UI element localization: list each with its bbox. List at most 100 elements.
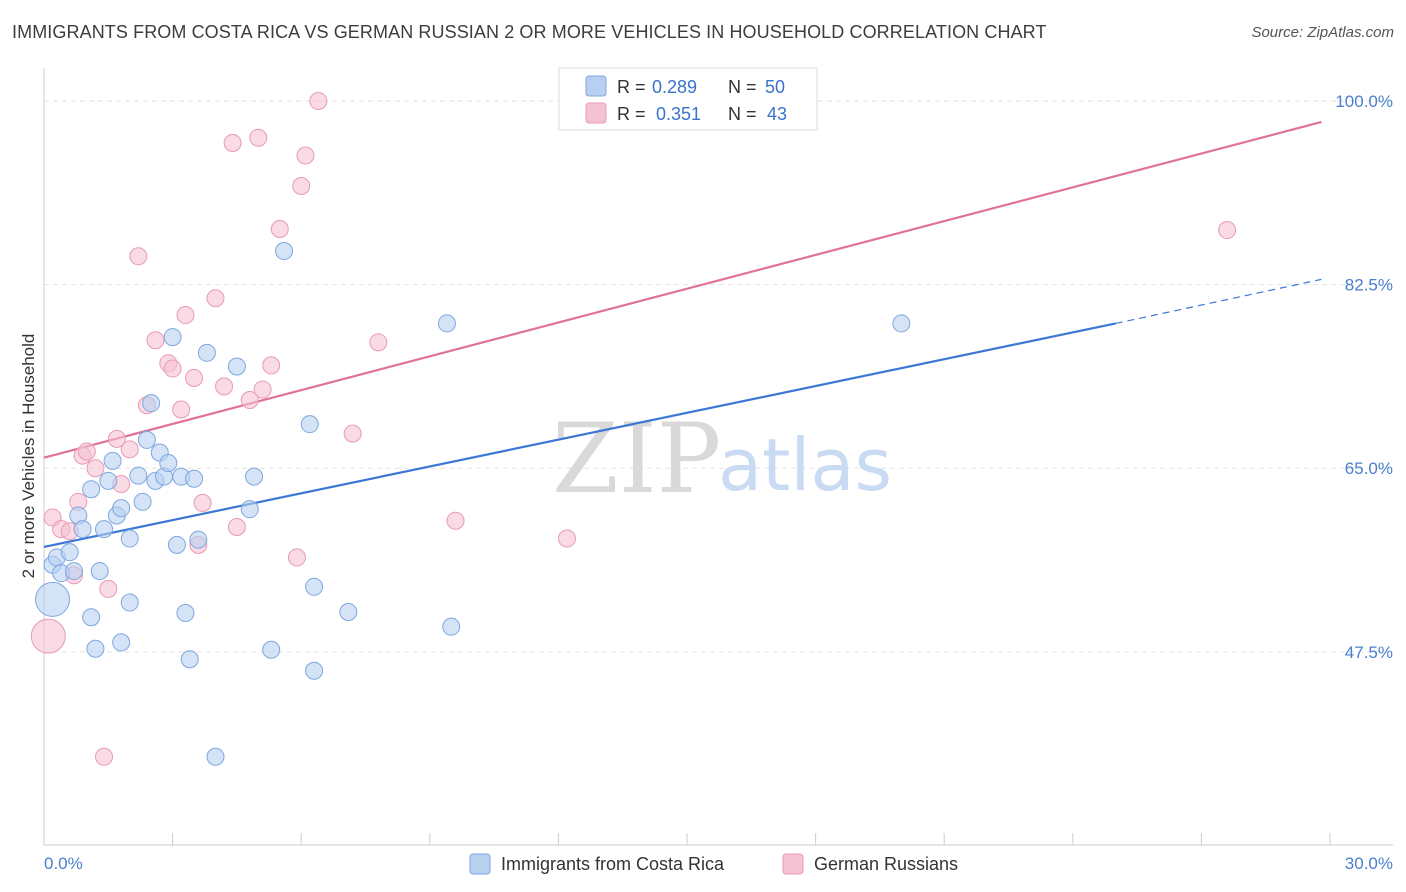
point-costa-rica-43 <box>305 577 324 596</box>
series-legend-swatch-costa-rica <box>469 853 491 875</box>
trend-line-costa-rica <box>43 322 1116 549</box>
series-legend-label-german-russians: German Russians <box>814 854 958 874</box>
y-tick-label-1: 65.0% <box>1345 459 1393 478</box>
point-german-russians-16 <box>146 331 165 350</box>
point-costa-rica-0 <box>35 581 71 617</box>
point-costa-rica-37 <box>227 357 246 376</box>
data-points <box>30 91 1237 766</box>
point-german-russians-13 <box>120 440 139 459</box>
point-costa-rica-10 <box>86 639 105 658</box>
point-costa-rica-44 <box>305 661 324 680</box>
point-costa-rica-7 <box>73 520 92 539</box>
legend-swatch-pink <box>585 102 607 124</box>
point-costa-rica-5 <box>65 562 84 581</box>
point-costa-rica-9 <box>82 480 101 499</box>
legend-n-label-1: N = <box>728 77 757 97</box>
point-german-russians-24 <box>206 289 225 308</box>
point-costa-rica-40 <box>262 640 281 659</box>
point-costa-rica-27 <box>159 453 178 472</box>
point-german-russians-23 <box>193 493 212 512</box>
point-costa-rica-31 <box>176 604 195 623</box>
point-german-russians-38 <box>369 333 388 352</box>
point-german-russians-26 <box>223 133 242 152</box>
point-costa-rica-39 <box>245 467 264 486</box>
point-german-russians-27 <box>227 518 246 536</box>
point-german-russians-7 <box>77 442 96 461</box>
point-german-russians-20 <box>176 306 195 325</box>
point-german-russians-10 <box>99 579 118 598</box>
point-german-russians-18 <box>163 359 182 378</box>
point-costa-rica-48 <box>892 314 911 333</box>
legend-n-value-2: 43 <box>767 104 787 124</box>
point-costa-rica-11 <box>90 562 109 581</box>
point-german-russians-9 <box>95 747 114 766</box>
y-tick-label-0: 47.5% <box>1345 643 1393 662</box>
point-costa-rica-47 <box>442 617 461 636</box>
legend: R = 0.289 N = 50 R = 0.351 N = 43 <box>558 67 818 131</box>
legend-n-value-1: 50 <box>765 77 785 97</box>
point-costa-rica-29 <box>167 535 186 554</box>
point-german-russians-29 <box>249 128 268 147</box>
point-costa-rica-34 <box>189 530 208 549</box>
point-german-russians-37 <box>343 424 362 443</box>
point-costa-rica-19 <box>120 593 139 612</box>
point-costa-rica-36 <box>206 747 225 766</box>
point-german-russians-32 <box>270 220 289 238</box>
point-costa-rica-42 <box>300 415 319 434</box>
point-costa-rica-45 <box>339 602 358 621</box>
point-german-russians-31 <box>262 356 281 375</box>
watermark-zip: ZIP <box>552 403 721 515</box>
legend-swatch-blue <box>585 75 607 97</box>
point-german-russians-35 <box>296 146 315 165</box>
chart-title: IMMIGRANTS FROM COSTA RICA VS GERMAN RUS… <box>12 22 1047 42</box>
grid-lines <box>44 100 1393 653</box>
series-legend-label-costa-rica: Immigrants from Costa Rica <box>501 854 725 874</box>
x-tick-label-min: 0.0% <box>44 854 83 873</box>
legend-r-label-2: R = <box>617 104 646 124</box>
legend-r-value-1: 0.289 <box>652 77 697 97</box>
point-costa-rica-23 <box>142 394 161 413</box>
y-tick-label-2: 82.5% <box>1345 276 1393 295</box>
point-german-russians-8 <box>86 459 105 478</box>
axes <box>43 68 1393 846</box>
point-costa-rica-20 <box>129 466 148 485</box>
point-german-russians-30 <box>253 380 272 399</box>
y-tick-labels: 47.5% 65.0% 82.5% 100.0% <box>1335 92 1393 662</box>
point-german-russians-41 <box>1218 221 1237 240</box>
trend-line-costa-rica-extension <box>1115 278 1322 325</box>
point-costa-rica-8 <box>82 608 101 627</box>
point-german-russians-19 <box>172 400 191 419</box>
legend-r-label-1: R = <box>617 77 646 97</box>
point-costa-rica-28 <box>163 328 182 347</box>
legend-n-label-2: N = <box>728 104 757 124</box>
point-costa-rica-33 <box>185 469 204 488</box>
point-costa-rica-17 <box>112 633 131 652</box>
point-german-russians-11 <box>107 429 126 448</box>
series-legend-swatch-german-russians <box>782 853 804 875</box>
point-german-russians-34 <box>292 176 311 195</box>
point-german-russians-25 <box>215 377 234 396</box>
point-costa-rica-46 <box>437 314 456 333</box>
series-legend: Immigrants from Costa Rica German Russia… <box>469 853 958 875</box>
source-label: Source: ZipAtlas.com <box>1251 24 1394 41</box>
point-costa-rica-12 <box>95 520 114 539</box>
point-german-russians-39 <box>446 511 465 530</box>
point-costa-rica-35 <box>197 343 216 362</box>
point-costa-rica-18 <box>120 529 139 548</box>
point-costa-rica-4 <box>60 543 79 562</box>
point-costa-rica-41 <box>275 242 294 261</box>
point-costa-rica-16 <box>112 499 131 518</box>
watermark-atlas: atlas <box>718 423 892 507</box>
point-german-russians-21 <box>185 369 204 387</box>
point-german-russians-28 <box>240 391 259 410</box>
point-costa-rica-13 <box>99 471 118 490</box>
point-german-russians-0 <box>30 618 66 654</box>
y-axis-title: 2 or more Vehicles in Household <box>19 334 38 579</box>
y-tick-label-3: 100.0% <box>1335 92 1393 111</box>
point-costa-rica-38 <box>240 500 259 519</box>
point-german-russians-40 <box>557 529 576 548</box>
point-costa-rica-32 <box>180 650 199 669</box>
point-costa-rica-22 <box>137 430 156 449</box>
legend-r-value-2: 0.351 <box>656 104 701 124</box>
